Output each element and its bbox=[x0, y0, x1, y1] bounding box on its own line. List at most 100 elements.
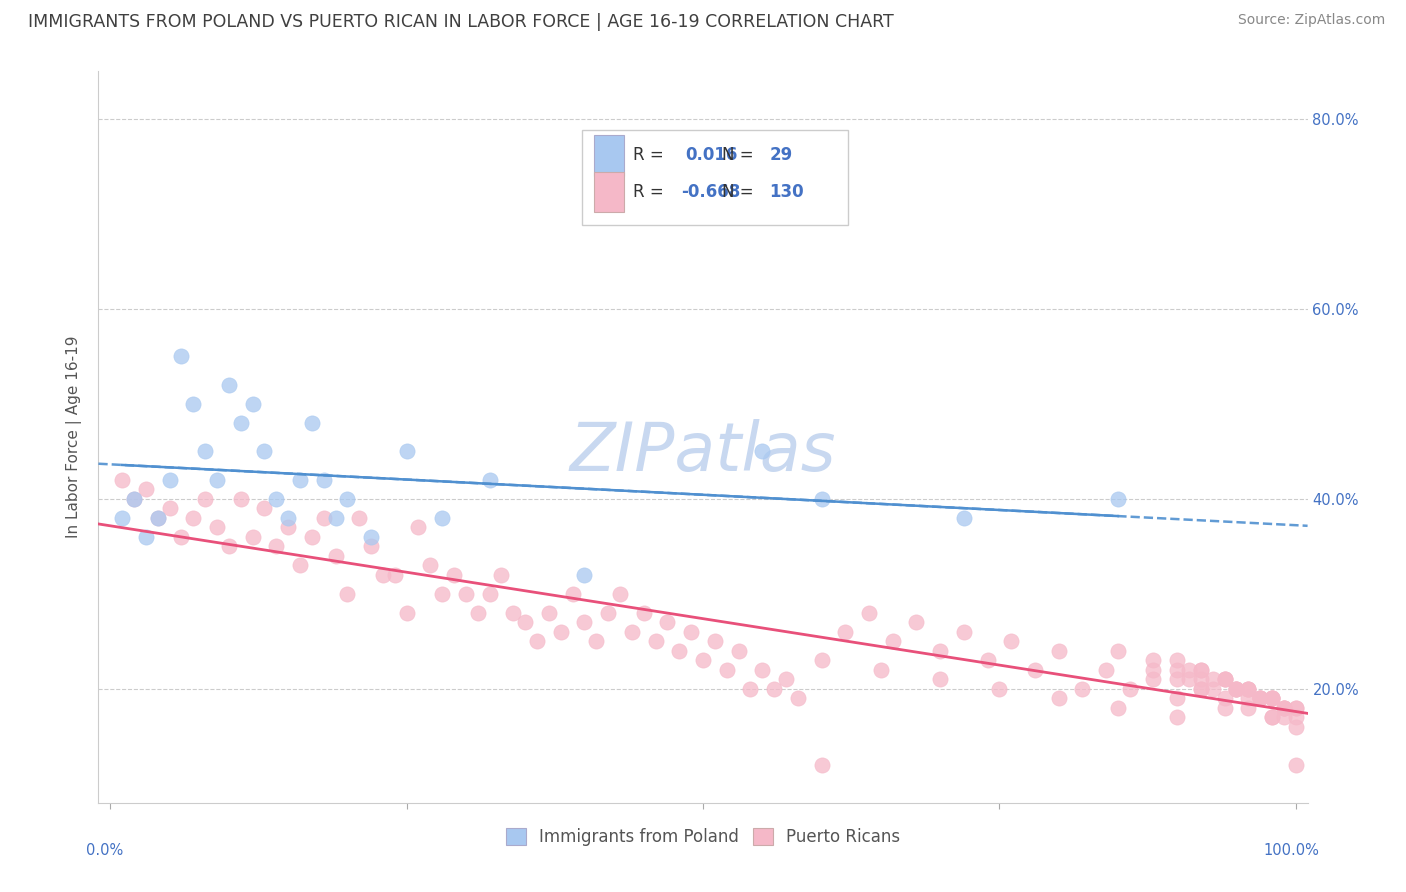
Text: IMMIGRANTS FROM POLAND VS PUERTO RICAN IN LABOR FORCE | AGE 16-19 CORRELATION CH: IMMIGRANTS FROM POLAND VS PUERTO RICAN I… bbox=[28, 13, 894, 31]
Point bbox=[1142, 653, 1164, 667]
Point bbox=[1166, 653, 1188, 667]
Point bbox=[716, 663, 738, 677]
Point bbox=[585, 634, 607, 648]
Point bbox=[775, 673, 797, 687]
Text: ZIPatlas: ZIPatlas bbox=[569, 418, 837, 484]
Point bbox=[1107, 701, 1129, 715]
Point bbox=[146, 511, 169, 525]
Point bbox=[1189, 663, 1212, 677]
Point bbox=[181, 511, 204, 525]
Point bbox=[561, 587, 583, 601]
Point bbox=[537, 606, 560, 620]
Point bbox=[1285, 701, 1308, 715]
Point bbox=[395, 606, 418, 620]
Point bbox=[620, 624, 643, 639]
Point bbox=[170, 530, 193, 544]
Point bbox=[159, 501, 181, 516]
Point bbox=[1166, 691, 1188, 706]
Point bbox=[1261, 710, 1284, 724]
Point bbox=[384, 567, 406, 582]
Bar bbox=[595, 172, 624, 212]
Point bbox=[1107, 491, 1129, 506]
Point bbox=[810, 653, 832, 667]
Point bbox=[1225, 681, 1247, 696]
Point bbox=[1272, 710, 1295, 724]
Point bbox=[491, 567, 513, 582]
Point bbox=[598, 606, 620, 620]
Point bbox=[1142, 663, 1164, 677]
Point bbox=[751, 444, 773, 458]
Point bbox=[869, 663, 891, 677]
Point bbox=[1272, 701, 1295, 715]
Point bbox=[312, 473, 335, 487]
Point bbox=[1225, 681, 1247, 696]
Point bbox=[727, 644, 749, 658]
Point bbox=[1237, 681, 1260, 696]
Point bbox=[194, 491, 217, 506]
Y-axis label: In Labor Force | Age 16-19: In Labor Force | Age 16-19 bbox=[66, 335, 83, 539]
Point bbox=[1237, 701, 1260, 715]
Point bbox=[952, 624, 974, 639]
Point bbox=[122, 491, 145, 506]
Point bbox=[111, 511, 134, 525]
Point bbox=[882, 634, 904, 648]
Point bbox=[1178, 673, 1201, 687]
Point bbox=[1000, 634, 1022, 648]
Point bbox=[574, 615, 596, 630]
Point bbox=[1107, 644, 1129, 658]
Point bbox=[194, 444, 217, 458]
Point bbox=[929, 644, 952, 658]
Point bbox=[1225, 681, 1247, 696]
Point bbox=[288, 558, 311, 573]
Point bbox=[146, 511, 169, 525]
Point bbox=[1261, 691, 1284, 706]
Point bbox=[1119, 681, 1142, 696]
Point bbox=[1095, 663, 1118, 677]
Point bbox=[371, 567, 394, 582]
Point bbox=[170, 349, 193, 363]
Point bbox=[905, 615, 928, 630]
Point bbox=[1249, 691, 1271, 706]
Text: R =: R = bbox=[633, 183, 669, 201]
Point bbox=[1189, 663, 1212, 677]
Point bbox=[205, 520, 228, 534]
Point bbox=[929, 673, 952, 687]
Point bbox=[810, 757, 832, 772]
Point bbox=[763, 681, 786, 696]
Point bbox=[312, 511, 335, 525]
Point bbox=[858, 606, 880, 620]
Point bbox=[1189, 681, 1212, 696]
Point bbox=[360, 539, 382, 553]
Point bbox=[1166, 663, 1188, 677]
Point bbox=[347, 511, 370, 525]
Point bbox=[478, 587, 501, 601]
Point bbox=[681, 624, 703, 639]
Point bbox=[1202, 673, 1225, 687]
Text: 130: 130 bbox=[769, 183, 804, 201]
Point bbox=[218, 539, 240, 553]
Point bbox=[1272, 701, 1295, 715]
Bar bbox=[595, 136, 624, 176]
Point bbox=[574, 567, 596, 582]
Point bbox=[1261, 691, 1284, 706]
Point bbox=[1142, 673, 1164, 687]
Point bbox=[478, 473, 501, 487]
Point bbox=[264, 539, 287, 553]
Point bbox=[1213, 701, 1236, 715]
Point bbox=[1213, 673, 1236, 687]
Point bbox=[336, 491, 359, 506]
Point bbox=[395, 444, 418, 458]
Point bbox=[277, 511, 299, 525]
Text: Source: ZipAtlas.com: Source: ZipAtlas.com bbox=[1237, 13, 1385, 28]
Point bbox=[205, 473, 228, 487]
Point bbox=[1261, 691, 1284, 706]
Point bbox=[122, 491, 145, 506]
Point bbox=[1261, 710, 1284, 724]
Point bbox=[1249, 691, 1271, 706]
Point bbox=[1261, 691, 1284, 706]
FancyBboxPatch shape bbox=[582, 130, 848, 225]
Point bbox=[657, 615, 679, 630]
Point bbox=[609, 587, 631, 601]
Point bbox=[952, 511, 974, 525]
Point bbox=[786, 691, 808, 706]
